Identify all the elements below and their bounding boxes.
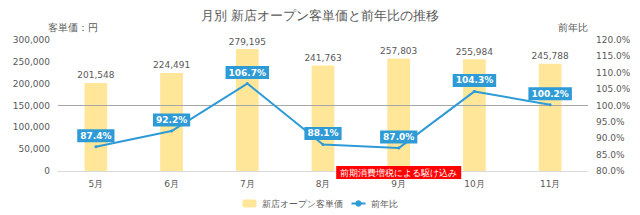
svg-text:300,000: 300,000 xyxy=(13,35,50,45)
svg-text:85.0%: 85.0% xyxy=(596,150,625,160)
svg-text:88.1%: 88.1% xyxy=(307,128,338,138)
svg-text:月別 新店オープン客単価と前年比の推移: 月別 新店オープン客単価と前年比の推移 xyxy=(201,8,439,23)
svg-text:7月: 7月 xyxy=(240,179,255,189)
svg-text:前年比: 前年比 xyxy=(558,22,588,33)
svg-text:279,195: 279,195 xyxy=(229,37,266,47)
svg-text:257,803: 257,803 xyxy=(380,46,417,56)
svg-text:105.0%: 105.0% xyxy=(596,84,631,94)
svg-text:87.4%: 87.4% xyxy=(80,131,111,141)
svg-text:5月: 5月 xyxy=(88,179,103,189)
svg-text:客単価：円: 客単価：円 xyxy=(48,22,98,33)
svg-text:201,548: 201,548 xyxy=(77,70,114,80)
svg-text:前年比: 前年比 xyxy=(371,199,398,209)
svg-text:110.0%: 110.0% xyxy=(596,68,631,78)
svg-text:120.0%: 120.0% xyxy=(596,35,631,45)
svg-text:100.2%: 100.2% xyxy=(531,89,569,99)
svg-text:250,000: 250,000 xyxy=(13,57,50,67)
svg-text:90.0%: 90.0% xyxy=(596,133,625,143)
svg-text:0: 0 xyxy=(44,166,50,176)
svg-text:95.0%: 95.0% xyxy=(596,117,625,127)
svg-text:100.0%: 100.0% xyxy=(596,101,631,111)
svg-text:255,984: 255,984 xyxy=(456,47,493,57)
svg-text:前期消費増税による駆け込み: 前期消費増税による駆け込み xyxy=(340,168,457,178)
svg-text:241,763: 241,763 xyxy=(304,53,341,63)
svg-text:80.0%: 80.0% xyxy=(596,166,625,176)
svg-text:150,000: 150,000 xyxy=(13,101,50,111)
svg-text:100,000: 100,000 xyxy=(13,122,50,132)
svg-text:6月: 6月 xyxy=(164,179,179,189)
svg-text:9月: 9月 xyxy=(391,179,406,189)
svg-text:50,000: 50,000 xyxy=(19,144,51,154)
svg-text:224,491: 224,491 xyxy=(153,60,190,70)
svg-text:200,000: 200,000 xyxy=(13,79,50,89)
svg-text:115.0%: 115.0% xyxy=(596,51,631,61)
svg-text:245,788: 245,788 xyxy=(532,51,569,61)
svg-text:新店オープン客単価: 新店オープン客単価 xyxy=(262,199,343,209)
svg-text:87.0%: 87.0% xyxy=(383,132,414,142)
svg-text:92.2%: 92.2% xyxy=(156,115,187,125)
svg-text:106.7%: 106.7% xyxy=(229,68,267,78)
svg-text:10月: 10月 xyxy=(464,179,484,189)
svg-text:8月: 8月 xyxy=(316,179,331,189)
svg-text:104.3%: 104.3% xyxy=(456,75,494,85)
svg-text:11月: 11月 xyxy=(540,179,560,189)
